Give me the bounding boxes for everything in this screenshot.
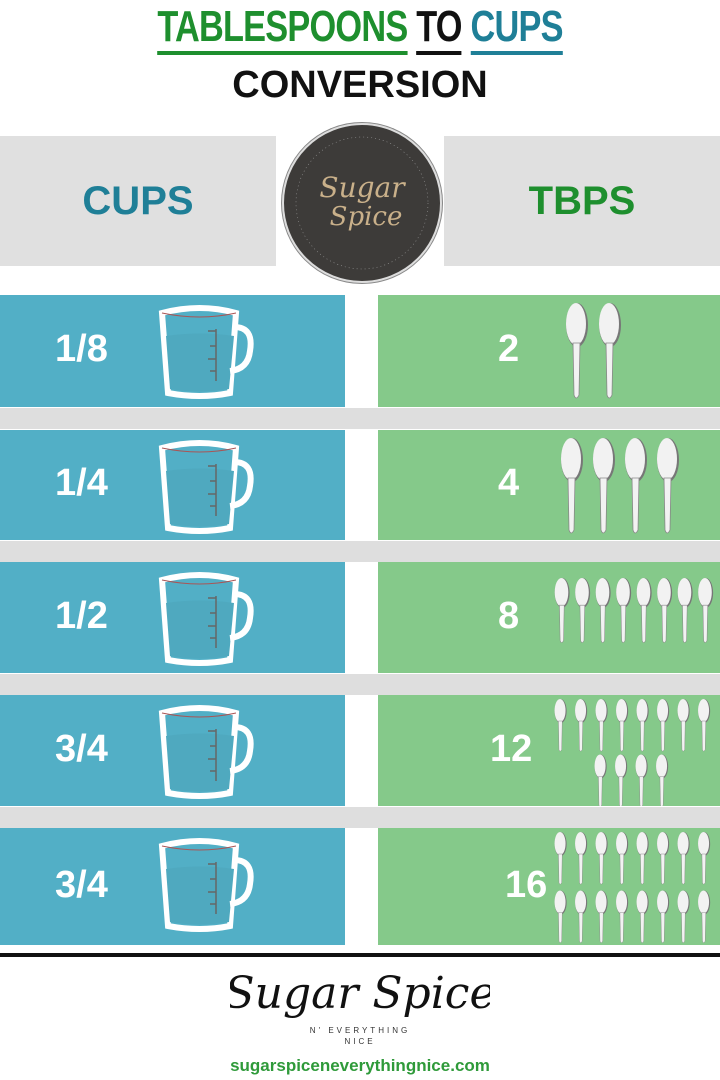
tbsp-cell	[378, 295, 720, 407]
spoon-icon	[575, 699, 588, 752]
spoon-icon	[599, 303, 621, 399]
row-separator	[0, 807, 720, 828]
spoon-group	[554, 578, 714, 643]
measuring-cup-icon	[150, 568, 256, 668]
footer-brand-logo: Sugar Spice	[0, 960, 720, 1035]
spoon-icon	[554, 890, 567, 943]
spoon-icon	[657, 578, 673, 643]
spoon-icon	[616, 578, 632, 643]
website-link[interactable]: sugarspiceneverythingnice.com	[230, 1056, 490, 1075]
cups-value: 1/4	[55, 462, 108, 504]
spoon-icon	[595, 699, 608, 752]
spoon-group	[554, 699, 711, 806]
spoon-icon	[554, 699, 567, 752]
spoon-group	[561, 438, 679, 534]
header-tbsp-label: TBPS	[528, 178, 636, 223]
measuring-cup-icon	[150, 834, 256, 934]
tbsp-value: 16	[505, 863, 548, 906]
page-title: TABLESPOONS TO CUPS	[79, 2, 641, 55]
spoon-icon	[656, 754, 669, 806]
spoon-group	[566, 303, 621, 399]
spoon-icon	[575, 890, 588, 943]
spoon-icon	[677, 832, 690, 885]
spoon-icon	[657, 832, 670, 885]
spoon-icon	[635, 754, 648, 806]
spoon-icon	[677, 890, 690, 943]
spoon-icon	[677, 699, 690, 752]
cups-value: 3/4	[55, 863, 108, 906]
spoon-icon	[657, 890, 670, 943]
spoon-icon	[554, 832, 567, 885]
row-separator	[0, 541, 720, 562]
spoon-icon	[594, 754, 607, 806]
tbsp-value: 2	[498, 328, 520, 370]
spoon-icon	[616, 890, 629, 943]
spoon-icon	[554, 578, 570, 643]
footer-tagline: N' EVERYTHING NICE	[309, 1026, 411, 1046]
cups-value: 1/2	[55, 594, 108, 637]
spoon-icon	[657, 438, 679, 534]
spoon-icon	[615, 754, 628, 806]
footer-divider	[0, 953, 720, 957]
title-tablespoons: TABLESPOONS	[157, 2, 408, 55]
spoon-icon	[636, 699, 649, 752]
title-cups: CUPS	[470, 2, 563, 55]
measuring-cup-icon	[150, 301, 256, 401]
spoon-icon	[636, 578, 652, 643]
spoon-icon	[561, 438, 583, 534]
spoon-icon	[698, 578, 714, 643]
spoon-icon	[616, 699, 629, 752]
spoon-icon	[595, 890, 608, 943]
row-separator	[0, 408, 720, 429]
measuring-cup-icon	[150, 701, 256, 801]
spoon-icon	[593, 438, 615, 534]
spoon-icon	[616, 832, 629, 885]
header-cups-label: CUPS	[82, 178, 194, 223]
svg-text:Sugar Spice: Sugar Spice	[230, 968, 490, 1019]
spoon-icon	[677, 578, 693, 643]
spoon-icon	[698, 832, 711, 885]
cups-value: 3/4	[55, 727, 108, 770]
spoon-icon	[636, 890, 649, 943]
measuring-cup-icon	[150, 436, 256, 536]
svg-text:Spice: Spice	[330, 202, 403, 232]
spoon-icon	[636, 832, 649, 885]
spoon-icon	[625, 438, 647, 534]
spoon-icon	[698, 890, 711, 943]
spoon-icon	[575, 578, 591, 643]
tbsp-value: 8	[498, 594, 520, 637]
tbsp-value: 4	[498, 462, 520, 504]
spoon-icon	[575, 832, 588, 885]
spoon-icon	[595, 578, 611, 643]
spoon-icon	[566, 303, 588, 399]
header-cups: CUPS	[0, 136, 276, 266]
spoon-group	[554, 832, 711, 943]
svg-text:Sugar: Sugar	[319, 171, 406, 204]
title-to: TO	[416, 2, 462, 55]
tbsp-value: 12	[490, 727, 533, 770]
page-subtitle: CONVERSION	[232, 64, 488, 106]
spoon-icon	[698, 699, 711, 752]
spoon-icon	[657, 699, 670, 752]
row-separator	[0, 674, 720, 695]
cups-value: 1/8	[55, 328, 108, 370]
header-tbsp: TBPS	[444, 136, 720, 266]
spoon-icon	[595, 832, 608, 885]
brand-logo-badge: Sugar Spice	[282, 123, 442, 283]
